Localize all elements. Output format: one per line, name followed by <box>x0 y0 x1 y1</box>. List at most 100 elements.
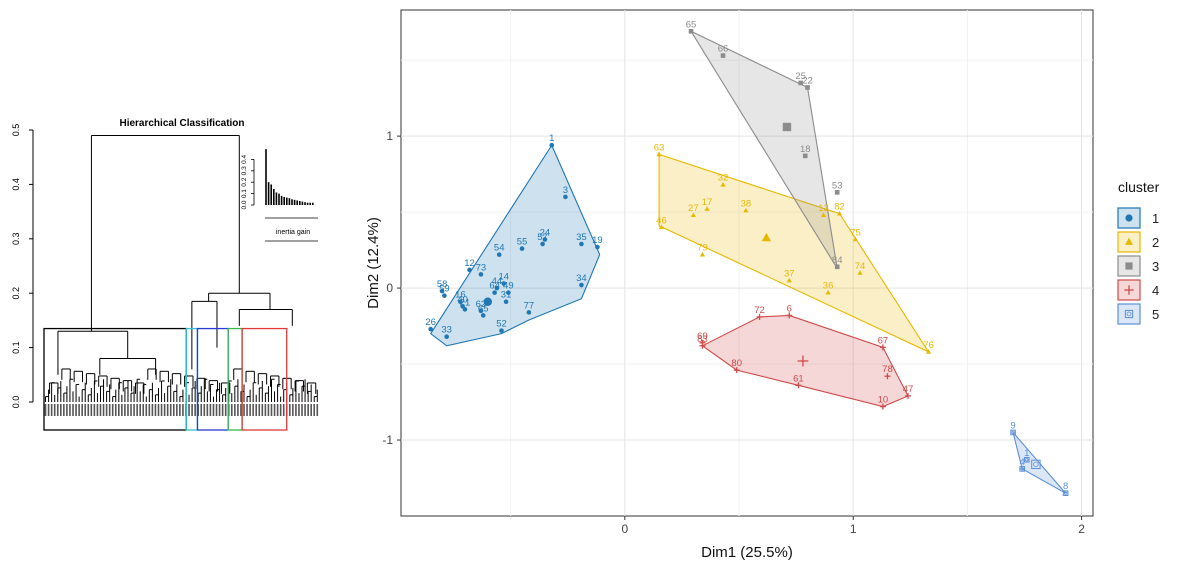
inset-xlabel: inertia gain <box>276 229 310 236</box>
point-label: 27 <box>688 203 699 214</box>
point-label: 6 <box>787 303 792 314</box>
point-cluster-3 <box>798 80 803 86</box>
point-label: 1 <box>1024 448 1029 459</box>
legend-label-5: 5 <box>1152 307 1159 322</box>
point-cluster-5 <box>1010 429 1016 436</box>
point-cluster-2 <box>658 224 664 230</box>
centroid-cluster-1 <box>483 297 492 306</box>
point-label: 78 <box>882 364 893 375</box>
hull-cluster-3 <box>689 29 838 269</box>
inset-bars <box>265 149 318 242</box>
dendrogram-y-axis: 0.0 0.1 0.2 0.3 0.4 0.5 <box>11 124 34 408</box>
point-cluster-3 <box>805 85 810 90</box>
point-cluster-1 <box>579 241 584 247</box>
point-label: 34 <box>576 273 587 284</box>
point-label: 62 <box>476 299 487 310</box>
legend-marker-2 <box>1125 237 1133 245</box>
point-cluster-2 <box>825 289 831 295</box>
y-tick-label: 0.5 <box>11 124 21 137</box>
point-label: 58 <box>437 279 448 290</box>
point-label: 63 <box>654 142 665 153</box>
inset-y-axis: 0.0 0.1 0.2 0.3 0.4 <box>241 155 255 210</box>
dendrogram-title: Hierarchical Classification <box>119 118 244 129</box>
cluster-hulls <box>429 29 1067 494</box>
point-label: 35 <box>576 232 587 243</box>
point-label: 8 <box>1063 481 1068 492</box>
legend-marker-5 <box>1124 309 1134 319</box>
y-tick-label: -1 <box>382 433 393 447</box>
plot-background <box>400 9 1094 517</box>
point-label: 40 <box>457 294 468 305</box>
point-cluster-3 <box>834 264 840 270</box>
inset-tick-label: 0.0 <box>241 200 248 209</box>
point-cluster-5 <box>1025 458 1029 462</box>
point-cluster-2 <box>743 207 749 213</box>
plot-axes: 0 1 2-101 <box>382 129 1085 536</box>
point-label: 46 <box>656 215 667 226</box>
hull-cluster-5 <box>1012 432 1067 494</box>
point-label: 75 <box>850 227 861 238</box>
point-cluster-1 <box>501 281 507 286</box>
point-label: 38 <box>741 199 752 210</box>
legend-marker-3 <box>1125 262 1133 270</box>
point-cluster-1 <box>496 252 502 257</box>
point-cluster-1 <box>499 328 504 333</box>
y-tick-label: 0.4 <box>11 178 21 191</box>
legend-label-4: 4 <box>1152 283 1159 298</box>
point-label: 17 <box>702 197 713 208</box>
inset-tick-label: 0.2 <box>241 177 248 186</box>
point-label: 3 <box>563 185 568 196</box>
point-cluster-1 <box>540 241 545 247</box>
dendrogram-tree <box>44 134 319 416</box>
point-label: 9 <box>1010 420 1015 431</box>
point-label: 4 <box>1020 457 1025 468</box>
point-cluster-1 <box>478 308 484 314</box>
point-cluster-5 <box>1062 490 1069 497</box>
point-cluster-1 <box>442 293 447 298</box>
point-cluster-1 <box>444 334 449 339</box>
point-label: 16 <box>455 290 466 301</box>
point-label: 12 <box>464 258 475 269</box>
point-cluster-2 <box>852 236 859 242</box>
point-label: 69 <box>697 331 708 342</box>
point-label: 18 <box>800 144 811 155</box>
point-label: 32 <box>718 173 729 184</box>
point-cluster-1 <box>542 237 548 242</box>
point-cluster-1 <box>458 299 463 305</box>
point-label: 47 <box>903 384 914 395</box>
point-cluster-1 <box>503 299 509 305</box>
point-cluster-1 <box>526 310 532 315</box>
point-label: 10 <box>878 395 889 406</box>
point-label: 65 <box>686 19 697 30</box>
point-label: 19 <box>592 235 603 246</box>
point-cluster-5 <box>1011 430 1015 435</box>
y-tick-label: 0 <box>386 281 393 295</box>
legend-key-5 <box>1117 303 1141 325</box>
point-cluster-1 <box>478 272 484 277</box>
point-label: 44 <box>492 276 503 287</box>
point-label: 73 <box>476 262 487 273</box>
point-label: 65 <box>478 303 489 314</box>
point-label: 72 <box>754 305 765 316</box>
point-cluster-2 <box>857 270 863 275</box>
x-tick-label: 2 <box>1078 522 1085 536</box>
legend-label-1: 1 <box>1152 211 1159 226</box>
point-cluster-2 <box>820 212 827 217</box>
point-label: 80 <box>731 358 742 369</box>
point-label: 26 <box>425 317 436 328</box>
y-tick-label: 0.3 <box>11 233 21 246</box>
x-axis-label: Dim1 (25.5%) <box>701 544 793 561</box>
point-label: 74 <box>855 261 866 272</box>
point-label: 83 <box>697 334 708 345</box>
point-label: 55 <box>517 237 528 248</box>
point-label: 76 <box>923 340 934 351</box>
legend: cluster 1 2 3 4 5 <box>1117 179 1160 325</box>
inset-tick-label: 0.4 <box>241 155 248 164</box>
point-cluster-3 <box>834 190 840 195</box>
point-label: 36 <box>823 281 834 292</box>
point-label: 1 <box>549 133 554 144</box>
point-label: 66 <box>718 44 729 55</box>
point-cluster-1 <box>480 313 486 318</box>
point-label: 54 <box>494 243 505 254</box>
